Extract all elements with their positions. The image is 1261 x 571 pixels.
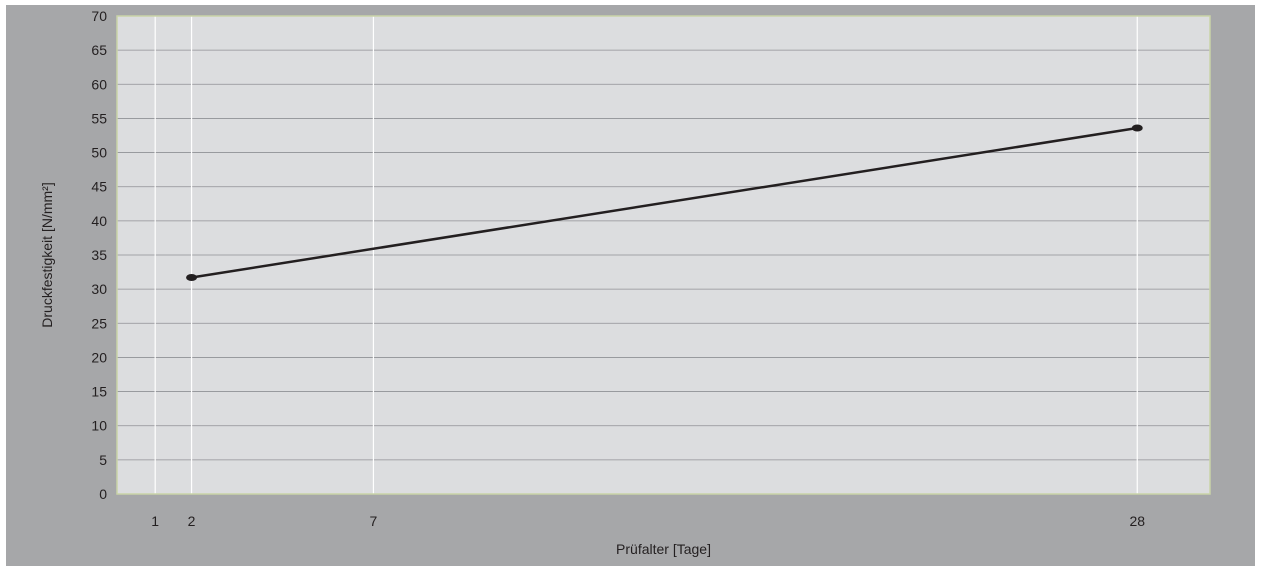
y-tick-label-50: 50 [91, 145, 107, 161]
x-tick-label-1: 1 [151, 513, 159, 529]
y-tick-label-5: 5 [99, 452, 107, 468]
y-tick-label-45: 45 [91, 179, 107, 195]
data-point-0-1 [1131, 124, 1143, 132]
y-axis-label: Druckfestigkeit [N/mm²] [39, 182, 55, 327]
y-tick-label-65: 65 [91, 42, 107, 58]
y-tick-label-15: 15 [91, 384, 107, 400]
x-tick-label-28: 28 [1129, 513, 1145, 529]
series-line-0 [191, 126, 1138, 279]
y-tick-label-35: 35 [91, 247, 107, 263]
vertical-gridlines [154, 16, 1138, 494]
plot-border [116, 15, 1211, 495]
y-tick-label-10: 10 [91, 418, 107, 434]
data-point-0-0 [186, 274, 198, 282]
x-axis-label: Prüfalter [Tage] [616, 541, 711, 557]
x-tick-label-7: 7 [370, 513, 378, 529]
y-tick-label-25: 25 [91, 315, 107, 331]
horizontal-gridlines [117, 49, 1210, 461]
y-tick-label-40: 40 [91, 213, 107, 229]
y-tick-label-70: 70 [91, 8, 107, 24]
series-layer [186, 124, 1143, 282]
x-tick-label-2: 2 [188, 513, 196, 529]
y-tick-label-30: 30 [91, 281, 107, 297]
y-tick-label-0: 0 [99, 486, 107, 502]
y-tick-label-20: 20 [91, 349, 107, 365]
y-tick-label-55: 55 [91, 110, 107, 126]
x-axis-tick-labels: 1 2 7 28 [151, 513, 1145, 529]
y-axis-tick-labels: 0 5 10 15 20 25 30 35 40 45 50 55 60 65 70 [91, 8, 107, 502]
y-tick-label-60: 60 [91, 76, 107, 92]
